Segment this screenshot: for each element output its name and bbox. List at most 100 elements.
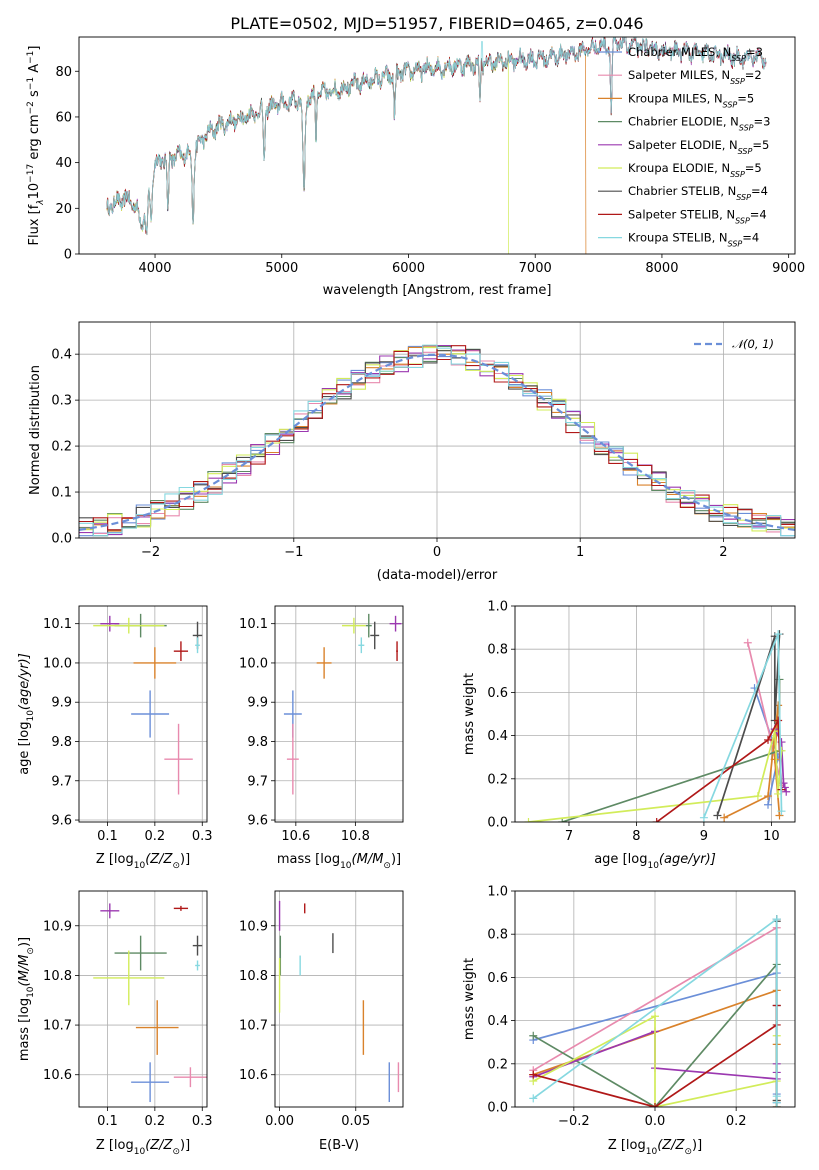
x-axis-label: (data-model)/error xyxy=(377,568,498,583)
legend-label-text: Chabrier MILES, N xyxy=(628,45,731,59)
x-axis-label-part: (Z/Z xyxy=(145,852,173,867)
axes-frame xyxy=(78,605,208,823)
x-tick-label: 10 xyxy=(763,829,780,844)
y-tick-label: 10.1 xyxy=(43,617,72,632)
x-axis-label: Z [log10(Z/Z⊙)] xyxy=(608,1138,702,1157)
x-tick-label: 10.6 xyxy=(281,829,310,844)
x-tick-label: −0.2 xyxy=(558,1114,590,1129)
x-tick-label: −2 xyxy=(141,545,160,560)
y-tick-label: 0.3 xyxy=(51,394,72,409)
y-tick-label: 9.6 xyxy=(51,814,72,829)
weight-marker xyxy=(782,787,791,796)
y-axis-label-part: −2 xyxy=(26,101,36,114)
spectrum-line xyxy=(106,50,510,254)
y-axis-label-part: erg cm xyxy=(27,114,42,163)
x-tick-label: 0.2 xyxy=(145,1114,166,1129)
y-tick-label: 10.8 xyxy=(43,969,72,984)
x-axis-label-part: 10 xyxy=(647,861,659,871)
spectrum-panel: 4000 5000 6000 7000 8000 9000 0 20 40 60 80 PLATE=0… xyxy=(26,14,805,298)
y-axis-label-part: age [log xyxy=(17,722,32,775)
legend-label: 𝒩(0, 1) xyxy=(732,337,774,351)
legend-label-n: =5 xyxy=(745,161,762,175)
axes-frame xyxy=(274,890,404,1108)
weight-marker xyxy=(772,915,781,924)
axes-frame xyxy=(78,890,208,1108)
y-axis-label-part: ] xyxy=(27,46,42,51)
x-axis-label: age [log10(age/yr)] xyxy=(594,852,716,871)
x-tick-label: 0.1 xyxy=(97,829,118,844)
ebv-vs-mass-panel: 0.00 0.05 10.6 10.7 10.8 10.9 E(B-V) xyxy=(239,890,404,1153)
y-tick-label: 80 xyxy=(55,65,72,80)
x-tick-label: 0.05 xyxy=(341,1114,370,1129)
y-tick-label: 10.0 xyxy=(43,656,72,671)
y-tick-label: 0.4 xyxy=(487,1014,508,1029)
y-tick-label: 0.2 xyxy=(487,772,508,787)
legend-label-n: =4 xyxy=(751,184,768,198)
y-tick-label: 0.6 xyxy=(487,686,508,701)
y-tick-label: 0.4 xyxy=(487,729,508,744)
x-axis-label-part: )] xyxy=(692,1138,702,1153)
weight-marker xyxy=(770,755,779,764)
x-tick-label: 10.8 xyxy=(341,829,370,844)
y-tick-label: 0.2 xyxy=(487,1057,508,1072)
y-axis-label-part: mass [log xyxy=(17,998,32,1061)
x-axis-label-part: Z [log xyxy=(608,1138,646,1153)
x-axis-label-part: (age/yr)] xyxy=(659,852,716,867)
mass-vs-age-panel-plot-area xyxy=(283,613,402,795)
x-tick-label: 0.3 xyxy=(192,1114,213,1129)
weight-marker xyxy=(764,800,773,809)
y-tick-label: 60 xyxy=(55,110,72,125)
z-weight-panel: −0.2 0.0 0.2 0.0 0.2 0.4 0.6 0.8 1.0 Z [log10(Z/Z… xyxy=(462,885,796,1157)
x-axis-label-part: )] xyxy=(180,852,190,867)
legend-label-text: Kroupa MILES, N xyxy=(628,91,723,105)
y-tick-label: 10.1 xyxy=(239,617,268,632)
y-tick-label: 0.0 xyxy=(487,816,508,831)
weight-marker xyxy=(720,813,729,822)
weight-marker xyxy=(652,818,661,822)
y-tick-label: 9.7 xyxy=(51,774,72,789)
y-tick-label: 10.6 xyxy=(43,1068,72,1083)
legend-label: Kroupa MILES, NSSP=5 xyxy=(628,91,754,109)
x-axis-label-part: (Z/Z xyxy=(145,1138,173,1153)
axes-frame xyxy=(78,36,796,255)
x-axis-label-part: (Z/Z xyxy=(657,1138,685,1153)
legend-label-text: Kroupa STELIB, N xyxy=(628,231,728,245)
y-axis-label-part: −1 xyxy=(26,51,36,64)
legend-label-text: Salpeter STELIB, N xyxy=(628,207,735,221)
x-tick-label: 9000 xyxy=(772,261,805,276)
y-axis-label: mass weight xyxy=(462,673,477,755)
x-tick-label: 9 xyxy=(700,829,708,844)
y-axis-label: mass weight xyxy=(462,958,477,1040)
x-axis-label-part: 10 xyxy=(134,861,146,871)
weight-marker xyxy=(699,813,708,822)
legend-label-sub: SSP xyxy=(731,54,746,63)
y-tick-label: 10.0 xyxy=(239,656,268,671)
y-tick-label: 40 xyxy=(55,156,72,171)
legend-label-text: Chabrier STELIB, N xyxy=(628,184,736,198)
x-axis-label-part: (M/M xyxy=(352,852,384,867)
weight-marker xyxy=(777,807,786,816)
legend-label: Salpeter MILES, NSSP=2 xyxy=(628,68,762,86)
spectrum-panel-plot-area xyxy=(106,37,767,254)
y-axis-label-part: s xyxy=(27,90,42,101)
normal-curve xyxy=(79,353,795,531)
y-tick-label: 10.9 xyxy=(239,919,268,934)
x-axis-label-part: ⊙ xyxy=(383,861,391,871)
x-tick-label: 8 xyxy=(632,829,640,844)
weight-line xyxy=(716,634,781,816)
weight-marker xyxy=(764,735,773,744)
x-tick-label: 0.00 xyxy=(265,1114,294,1129)
x-axis-label-part: age [log xyxy=(594,852,647,867)
x-tick-label: 2 xyxy=(719,545,727,560)
x-axis-label: mass [log10(M/M⊙)] xyxy=(277,852,401,871)
residual-panel: −2 −1 0 1 2 0.0 0.1 0.2 0.3 0.4 (data-model)/error… xyxy=(28,321,796,583)
legend-label-n: =3 xyxy=(754,115,771,129)
y-tick-label: 9.6 xyxy=(247,814,268,829)
legend-label-n: =3 xyxy=(746,45,763,59)
x-tick-label: 7000 xyxy=(519,261,552,276)
legend-label-sub: SSP xyxy=(730,170,745,179)
legend-label-n: =4 xyxy=(742,231,759,245)
z-vs-age-panel: 0.1 0.2 0.39.69.79.89.910.010.1Z [log10(Z/… xyxy=(17,605,213,871)
